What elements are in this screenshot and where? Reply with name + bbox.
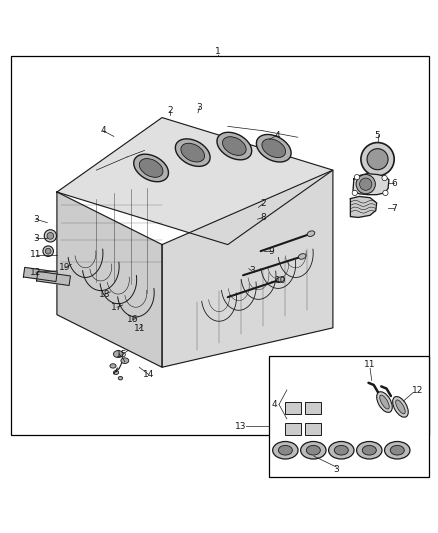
Ellipse shape	[357, 441, 382, 459]
Ellipse shape	[181, 143, 205, 162]
Ellipse shape	[380, 395, 389, 409]
Text: 2: 2	[260, 199, 265, 208]
Ellipse shape	[385, 441, 410, 459]
Polygon shape	[36, 271, 71, 286]
Bar	[285, 402, 301, 414]
Circle shape	[45, 248, 51, 254]
Circle shape	[43, 246, 53, 256]
Text: 4: 4	[100, 126, 106, 135]
Text: 11: 11	[364, 360, 376, 369]
Text: 12: 12	[412, 385, 424, 394]
Circle shape	[47, 232, 54, 239]
Polygon shape	[23, 268, 57, 281]
Text: 10: 10	[275, 276, 286, 285]
Text: 3: 3	[249, 266, 255, 276]
Ellipse shape	[334, 446, 348, 455]
Polygon shape	[57, 192, 162, 367]
Text: 16: 16	[127, 316, 138, 325]
Ellipse shape	[300, 441, 326, 459]
Text: 8: 8	[260, 213, 266, 222]
Bar	[269, 356, 429, 477]
Text: 19: 19	[59, 263, 71, 272]
Text: 2: 2	[167, 106, 173, 115]
Ellipse shape	[121, 358, 129, 364]
Circle shape	[367, 149, 388, 169]
Ellipse shape	[256, 134, 291, 162]
Polygon shape	[350, 197, 377, 217]
Bar	[305, 402, 321, 414]
Text: 3: 3	[334, 465, 339, 474]
Ellipse shape	[262, 139, 286, 158]
Text: 17: 17	[111, 303, 123, 312]
Circle shape	[352, 190, 357, 196]
Circle shape	[382, 175, 387, 181]
Text: 3: 3	[33, 215, 39, 224]
Ellipse shape	[175, 139, 210, 166]
Text: 14: 14	[143, 370, 155, 379]
Text: 3: 3	[196, 103, 202, 112]
Circle shape	[383, 190, 388, 196]
Polygon shape	[353, 174, 389, 195]
Circle shape	[354, 174, 360, 180]
Polygon shape	[162, 170, 333, 367]
Ellipse shape	[306, 446, 320, 455]
Ellipse shape	[113, 351, 123, 358]
Ellipse shape	[223, 136, 246, 156]
Ellipse shape	[272, 441, 298, 459]
Ellipse shape	[307, 231, 315, 237]
Polygon shape	[57, 118, 333, 245]
Text: 13: 13	[235, 422, 247, 431]
Ellipse shape	[298, 254, 306, 259]
Ellipse shape	[390, 446, 404, 455]
Circle shape	[361, 142, 394, 176]
Ellipse shape	[393, 397, 408, 417]
Circle shape	[44, 230, 57, 242]
Text: 7: 7	[391, 204, 397, 213]
Text: 12: 12	[30, 268, 42, 277]
Ellipse shape	[278, 446, 292, 455]
Ellipse shape	[377, 392, 392, 413]
Circle shape	[356, 174, 375, 194]
Text: 6: 6	[391, 179, 397, 188]
Text: 11: 11	[30, 250, 42, 259]
Text: 5: 5	[374, 131, 381, 140]
Text: 3: 3	[33, 233, 39, 243]
Ellipse shape	[110, 364, 116, 368]
Text: 11: 11	[134, 324, 145, 333]
Text: 15: 15	[116, 351, 127, 359]
Ellipse shape	[139, 159, 163, 177]
Text: 18: 18	[99, 289, 110, 298]
Text: 4: 4	[272, 400, 277, 409]
Ellipse shape	[362, 446, 376, 455]
Bar	[11, 56, 429, 435]
Ellipse shape	[328, 441, 354, 459]
Text: 4: 4	[275, 131, 280, 140]
Text: 1: 1	[215, 46, 221, 55]
Bar	[305, 424, 321, 435]
Ellipse shape	[217, 132, 252, 160]
Ellipse shape	[118, 376, 123, 380]
Ellipse shape	[113, 370, 119, 375]
Ellipse shape	[396, 400, 405, 414]
Ellipse shape	[276, 277, 284, 282]
Ellipse shape	[134, 154, 169, 182]
Circle shape	[360, 178, 372, 190]
Bar	[285, 424, 301, 435]
Text: 9: 9	[268, 247, 275, 256]
